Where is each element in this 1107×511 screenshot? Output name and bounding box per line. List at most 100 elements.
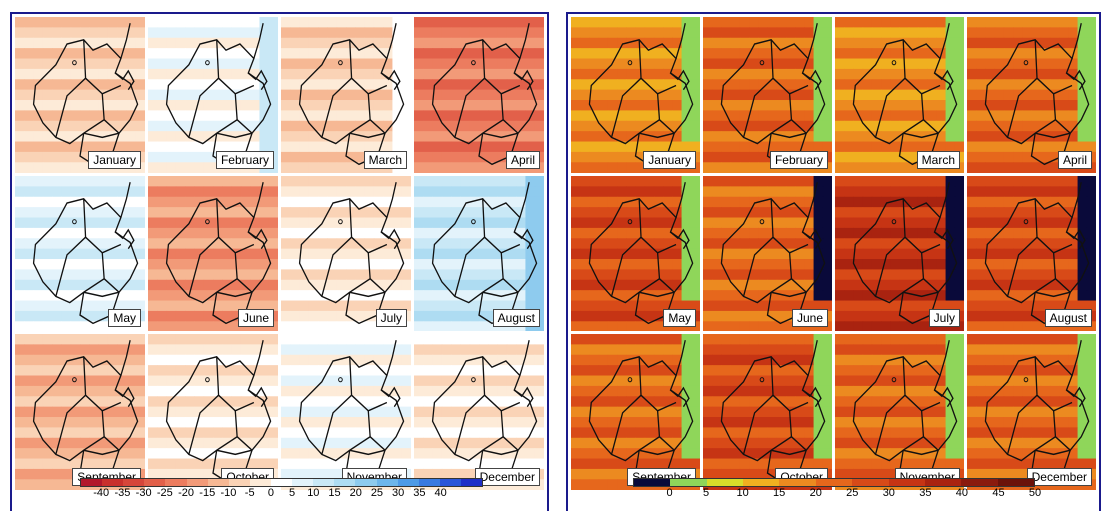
district-boundary [1066,228,1086,249]
month-label: April [505,150,540,169]
map-tile-image [414,17,544,173]
district-boundary [788,252,807,293]
city-marker [891,60,897,66]
colorbar-swatch [706,479,744,486]
district-boundary [1066,386,1086,408]
map-tile-image [15,334,145,490]
map-tile-august: August [967,175,1096,332]
left-colorbar-ticks: -40 -35 -30 -25 -20 -15 -10 -5 0 5 10 15 20 25 30 35 40 [80,487,483,499]
district-boundary [675,181,686,218]
district-boundary [253,340,264,377]
district-boundary [216,436,238,452]
map-tile-image [703,334,832,490]
district-boundary [114,69,135,91]
district-boundary [253,181,264,218]
district-boundary [454,395,485,455]
city-marker [627,377,633,383]
district-boundary [770,436,792,452]
district-boundary [807,181,818,218]
city-marker [759,377,765,383]
colorbar-swatch [81,479,103,486]
district-boundary [478,291,519,324]
district-boundary [1052,93,1071,134]
city-marker [1023,218,1029,224]
district-boundary [79,291,120,324]
district-boundary [83,119,105,134]
district-boundary [902,198,941,254]
district-boundary [1034,198,1073,254]
district-boundary [874,395,906,455]
map-tile-march: March [281,17,411,173]
month-label: March [363,150,407,169]
colorbar-tick-label: 0 [666,487,673,499]
colorbar-tick-label: -30 [135,487,152,499]
map-tile-image [835,17,964,173]
district-boundary [253,23,264,59]
district-boundary [670,228,690,249]
district-boundary [83,436,105,452]
month-label: January [88,150,141,169]
district-boundary [247,228,268,249]
district-boundary [1052,252,1071,293]
month-label: May [663,309,696,328]
colorbar-swatch [123,479,145,486]
city-marker [471,377,476,383]
map-tile-october: October [148,334,278,490]
left-map-panel: January February March April May June July Augu… [10,12,549,511]
colorbar-tick-label: -40 [93,487,110,499]
colorbar-swatch [888,479,925,486]
map-tile-image [414,334,544,490]
district-boundary [349,39,388,95]
map-tile-image [703,17,832,173]
district-boundary [114,386,135,408]
city-marker [338,377,343,383]
district-boundary [216,198,255,254]
district-boundary [638,277,660,293]
district-boundary [802,228,822,249]
district-boundary [1030,291,1071,324]
map-tile-july: July [281,175,411,332]
city-marker [72,377,77,383]
colorbar-swatch [815,479,853,486]
district-boundary [349,277,371,293]
month-label: August [1044,309,1092,328]
month-label: July [928,309,960,328]
month-label: May [108,309,141,328]
map-tile-november: November [281,334,411,490]
district-boundary [321,77,352,138]
district-boundary [1030,132,1071,166]
colorbar-swatch [439,479,461,486]
colorbar-tick-label: 25 [370,487,384,499]
city-marker [205,60,210,66]
district-boundary [188,395,219,455]
map-tile-image [835,334,964,490]
district-boundary [513,69,534,91]
district-boundary [321,395,352,455]
district-boundary [770,39,809,95]
map-tile-august: August [414,175,544,332]
map-tile-image [15,17,145,173]
district-boundary [920,252,939,293]
district-boundary [1034,119,1056,134]
map-tile-june: June [148,175,278,332]
district-boundary [482,357,521,412]
district-boundary [638,357,677,412]
district-boundary [519,181,530,218]
district-boundary [247,69,268,91]
map-tile-september: September [15,334,145,490]
district-boundary [519,340,530,377]
district-boundary [482,277,504,293]
colorbar-tick-label: -15 [199,487,216,499]
district-boundary [188,236,219,297]
colorbar-tick-label: 50 [1028,487,1042,499]
colorbar-tick-label: 20 [809,487,822,499]
district-boundary [83,277,105,293]
map-tile-january: January [571,17,700,173]
colorbar-swatch [418,479,440,486]
map-tile-image [571,17,700,173]
district-boundary [934,228,954,249]
district-boundary [802,69,822,91]
city-marker [891,218,897,224]
district-boundary [634,291,675,324]
district-boundary [55,236,86,297]
